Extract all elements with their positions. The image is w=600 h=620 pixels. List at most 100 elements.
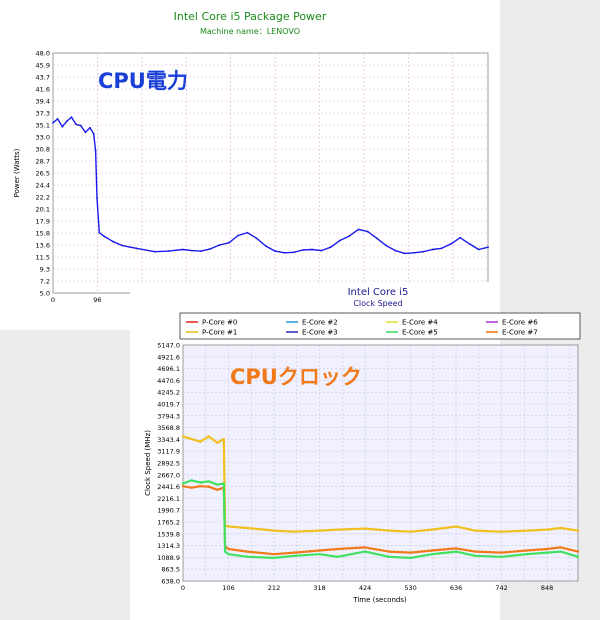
data-point	[293, 551, 296, 554]
data-point	[336, 547, 339, 551]
data-point	[293, 554, 296, 557]
series-line-2	[182, 485, 579, 556]
y-tick-label: 3343.4	[157, 436, 180, 444]
y-tick-label: 5.0	[40, 290, 50, 298]
x-tick-label: 318	[313, 584, 325, 592]
y-tick-label: 35.1	[36, 122, 50, 130]
x-tick-label: 636	[450, 584, 462, 592]
data-point	[320, 249, 323, 252]
data-point	[89, 126, 91, 129]
data-point	[96, 197, 98, 200]
clock-badge: CPUクロック	[230, 365, 362, 389]
data-point	[56, 118, 59, 120]
data-point	[422, 250, 425, 253]
data-point	[246, 550, 249, 553]
legend-label: E-Core #6	[502, 319, 538, 327]
y-tick-label: 3568.8	[157, 424, 180, 432]
clock-series	[181, 435, 580, 560]
y-tick-label: 41.6	[36, 86, 50, 94]
x-tick-label: 742	[495, 584, 507, 592]
data-point	[92, 133, 95, 135]
data-point	[431, 248, 434, 251]
data-point	[265, 245, 267, 248]
power-chart: Intel Core i5 Package Power Machine name…	[13, 10, 489, 304]
data-point	[430, 549, 434, 552]
data-point	[255, 237, 258, 240]
power-series	[52, 116, 489, 255]
data-point	[363, 550, 367, 553]
legend-label: E-Core #5	[402, 329, 438, 337]
data-point	[450, 243, 452, 245]
y-tick-label: 48.0	[36, 50, 50, 58]
data-point	[190, 249, 193, 252]
data-point	[98, 231, 101, 234]
y-tick-label: 3794.3	[157, 412, 180, 420]
data-point	[228, 241, 230, 244]
data-point	[576, 555, 580, 558]
y-tick-label: 5147.0	[157, 342, 180, 350]
data-point	[473, 554, 477, 557]
data-point	[363, 546, 367, 549]
data-point	[329, 246, 332, 249]
data-point	[153, 250, 156, 253]
clock-chart-subtitle: Clock Speed	[353, 299, 402, 308]
y-tick-label: 2441.6	[157, 483, 180, 491]
y-tick-label: 2892.5	[157, 460, 180, 468]
y-tick-label: 863.5	[161, 566, 180, 574]
y-tick-label: 37.3	[36, 110, 50, 118]
data-point	[66, 120, 68, 122]
data-point	[181, 482, 185, 485]
data-point	[94, 149, 97, 152]
data-point	[293, 530, 296, 533]
y-tick-label: 638.0	[161, 578, 180, 586]
data-point	[387, 529, 391, 532]
data-point	[218, 244, 221, 246]
data-point	[336, 528, 339, 531]
data-point	[477, 248, 480, 251]
y-tick-label: 9.3	[40, 266, 50, 274]
y-tick-label: 1314.3	[157, 542, 180, 550]
legend-label: E-Core #3	[302, 329, 338, 337]
data-point	[302, 249, 304, 251]
data-point	[216, 488, 219, 491]
x-tick-label: 848	[541, 584, 553, 592]
data-point	[409, 530, 412, 533]
clock-y-ticks: 5147.0 4921.6 4696.1 4470.6 4245.2 4019.7 3794…	[157, 342, 180, 586]
data-point	[246, 555, 249, 558]
y-tick-label: 1539.8	[157, 530, 180, 538]
series-line-1	[182, 435, 579, 533]
data-point	[394, 249, 397, 252]
data-point	[272, 556, 276, 560]
data-point	[376, 237, 378, 240]
data-point	[283, 251, 286, 254]
data-point	[318, 529, 321, 532]
data-point	[216, 483, 219, 486]
data-point	[403, 252, 406, 255]
clock-legend-items: P-Core #0 E-Core #2 E-Core #4 E-Core #6 P-Co…	[186, 319, 538, 337]
clock-y-axis-label: Clock Speed (MHz)	[144, 430, 152, 496]
y-tick-label: 13.6	[36, 242, 50, 250]
data-point	[430, 553, 434, 556]
data-point	[576, 550, 580, 553]
data-point	[274, 250, 276, 253]
data-point	[246, 526, 249, 530]
data-point	[500, 551, 503, 554]
y-tick-label: 43.7	[36, 74, 50, 82]
data-point	[199, 440, 202, 443]
power-grid	[53, 53, 488, 293]
power-y-ticks: 48.0 45.9 43.7 41.6 39.4 37.3 35.1 33.0 30.8 28.7…	[36, 50, 50, 298]
data-point	[209, 248, 212, 250]
data-point	[207, 435, 210, 438]
data-point	[222, 482, 225, 485]
data-point	[272, 553, 276, 556]
data-point	[222, 437, 225, 441]
data-point	[200, 250, 203, 253]
data-point	[473, 529, 477, 532]
y-tick-label: 4245.2	[157, 389, 180, 397]
data-point	[440, 247, 443, 250]
x-tick-label: 0	[51, 296, 55, 304]
data-point	[473, 550, 477, 553]
data-point	[112, 240, 115, 243]
data-point	[500, 555, 503, 558]
